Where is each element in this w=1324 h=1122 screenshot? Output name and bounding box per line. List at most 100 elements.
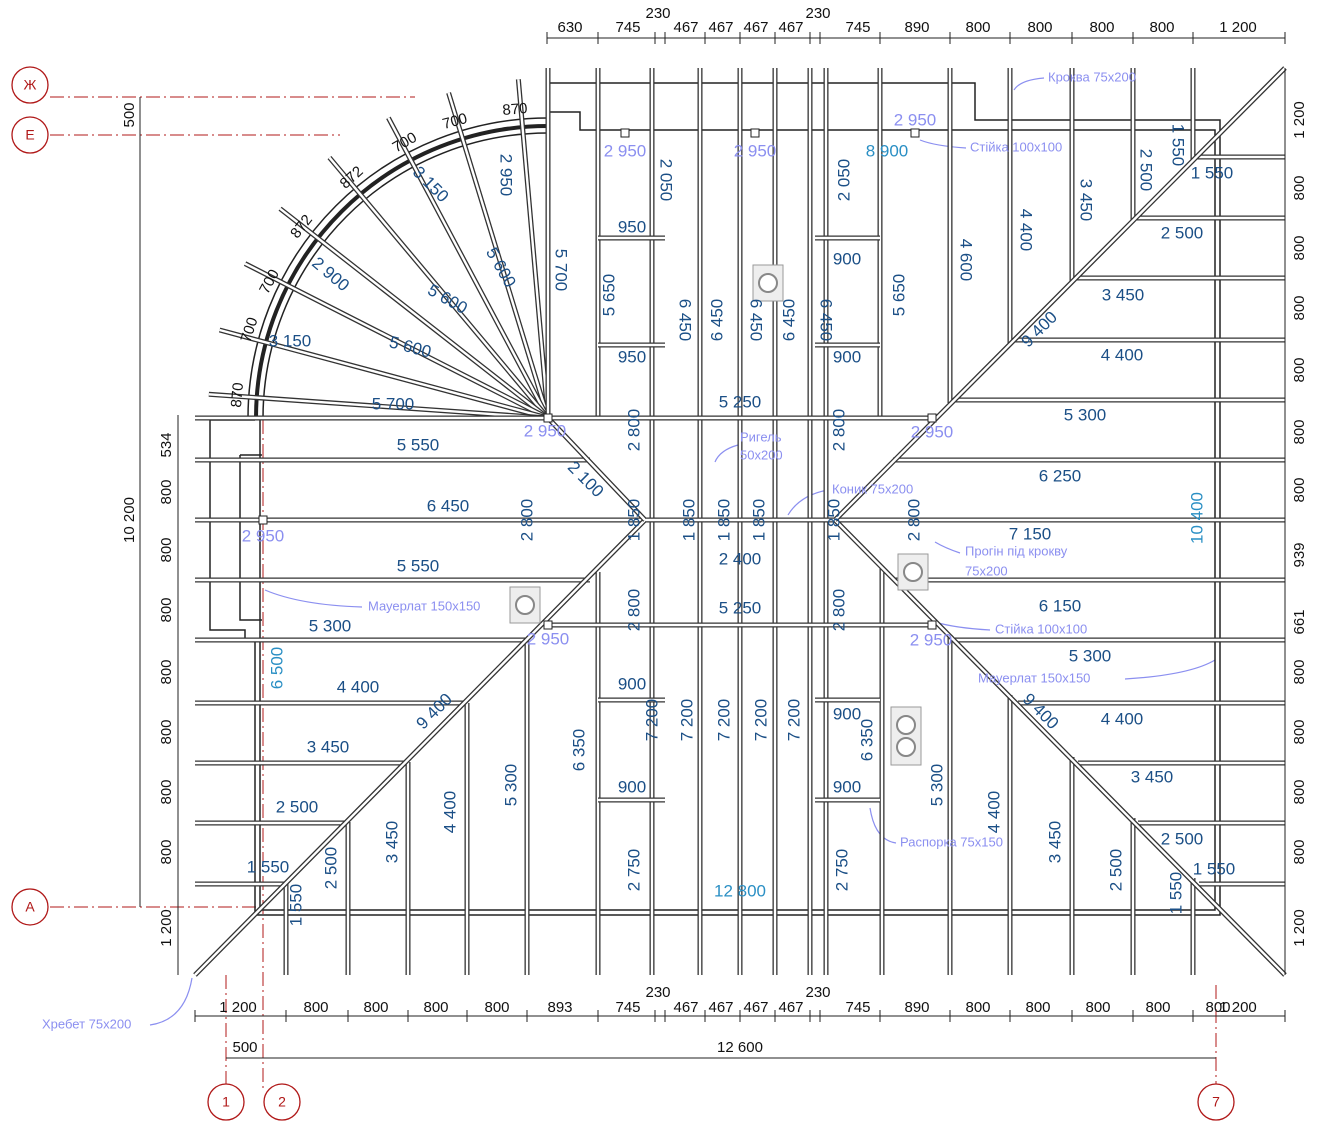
total-length: 12 800 <box>714 881 766 900</box>
total-length: 8 900 <box>866 141 909 160</box>
member-length: 5 600 <box>424 280 470 318</box>
annotation: Кроква 75x200 <box>1048 69 1136 84</box>
total-length: 10 400 <box>1187 492 1206 544</box>
flue <box>903 562 923 582</box>
member-length: 900 <box>833 249 861 268</box>
dim-label: 800 <box>1205 999 1230 1016</box>
dim-label: 467 <box>743 19 768 36</box>
dim-label: 230 <box>805 984 830 1001</box>
dim-label: 661 <box>1291 609 1308 634</box>
member-length: 3 150 <box>269 331 312 350</box>
member-length: 2 500 <box>1161 223 1204 242</box>
member-length: 2 500 <box>1137 149 1156 192</box>
member-length: 6 450 <box>427 496 470 515</box>
member-length: 950 <box>618 217 646 236</box>
member-length: 2 500 <box>321 847 340 890</box>
rafter-inner <box>244 262 549 420</box>
member-length: 4 400 <box>1101 345 1144 364</box>
arc <box>262 132 549 419</box>
member-length: 5 300 <box>927 764 946 807</box>
member-length: 5 550 <box>397 556 440 575</box>
axis-label: А <box>25 899 35 915</box>
member-length: 1 550 <box>1166 872 1185 915</box>
post <box>543 620 553 630</box>
member-length: 1 550 <box>1169 124 1188 167</box>
arc-label: 700 <box>441 110 470 133</box>
member-length: 4 400 <box>1017 209 1036 252</box>
dim-label: 800 <box>303 999 328 1016</box>
dim-label: 800 <box>1085 999 1110 1016</box>
wall <box>239 454 262 621</box>
member-length: 2 050 <box>834 159 853 202</box>
dim-label: 467 <box>673 19 698 36</box>
member-length: 3 450 <box>1077 179 1096 222</box>
dim-label: 230 <box>645 5 670 22</box>
member-length: 900 <box>833 777 861 796</box>
member-length: 7 200 <box>784 699 803 742</box>
member-length: 1 850 <box>714 499 733 542</box>
member-length: 5 300 <box>1064 405 1107 424</box>
member-length: 1 550 <box>247 857 290 876</box>
axis-label: Ж <box>24 77 37 93</box>
member-length: 2 950 <box>497 154 516 197</box>
dim-label: 800 <box>1291 477 1308 502</box>
dim-label: 745 <box>615 19 640 36</box>
dim-label: 800 <box>484 999 509 1016</box>
dim-label: 230 <box>645 984 670 1001</box>
arc-label: 700 <box>238 315 262 344</box>
dim-label: 467 <box>673 999 698 1016</box>
dim-label: 800 <box>1291 295 1308 320</box>
member-length: 6 450 <box>676 299 695 342</box>
member-length: 9 400 <box>413 690 457 734</box>
dim-label: 939 <box>1291 542 1308 567</box>
support-mark: 2 950 <box>524 421 567 440</box>
flue <box>758 273 778 293</box>
member-length: 2 800 <box>517 499 536 542</box>
rafter-inner <box>219 328 549 420</box>
dim-label: 12 600 <box>717 1039 763 1056</box>
member-length: 6 450 <box>747 299 766 342</box>
member-length: 900 <box>833 704 861 723</box>
member-length: 3 450 <box>1102 285 1145 304</box>
member-length: 6 250 <box>1039 466 1082 485</box>
dim-label: 800 <box>1145 999 1170 1016</box>
member-length: 1 850 <box>824 499 843 542</box>
member-length: 5 550 <box>397 435 440 454</box>
member-length: 7 200 <box>642 699 661 742</box>
dim-label: 467 <box>708 19 733 36</box>
member-length: 5 300 <box>309 616 352 635</box>
member-length: 4 400 <box>440 791 459 834</box>
dim-label: 800 <box>1291 839 1308 864</box>
member-length: 6 450 <box>779 299 798 342</box>
axis-bubble <box>11 66 49 104</box>
post <box>927 413 937 423</box>
member-length: 6 450 <box>707 299 726 342</box>
dim-label: 1 200 <box>1291 101 1308 139</box>
rafter-inner <box>447 92 550 419</box>
leader <box>149 977 193 1026</box>
annotation: Мауерлат 150x150 <box>978 670 1090 685</box>
member-length: 4 400 <box>1101 709 1144 728</box>
dim-label: 745 <box>615 999 640 1016</box>
dim-label: 1 200 <box>219 999 257 1016</box>
support-mark: 2 950 <box>734 141 777 160</box>
leader <box>1124 659 1216 680</box>
annotation: Стійка 100x100 <box>995 621 1087 636</box>
leaders <box>149 77 1216 1026</box>
arc-label: 870 <box>502 100 528 119</box>
dim-label: 800 <box>1149 19 1174 36</box>
dim-label: 800 <box>1027 19 1052 36</box>
member-length: 5 300 <box>1069 646 1112 665</box>
leader <box>264 589 363 608</box>
dim-label: 500 <box>232 1039 257 1056</box>
dim-label: 800 <box>158 659 175 684</box>
axis-bubble <box>263 1083 301 1121</box>
support-mark: 2 950 <box>910 630 953 649</box>
dim-label: 800 <box>1291 419 1308 444</box>
member-length: 4 600 <box>957 239 976 282</box>
member-length: 2 750 <box>624 849 643 892</box>
axis-bubble <box>1197 1083 1235 1121</box>
arc <box>254 124 549 419</box>
support-mark: 2 950 <box>527 629 570 648</box>
